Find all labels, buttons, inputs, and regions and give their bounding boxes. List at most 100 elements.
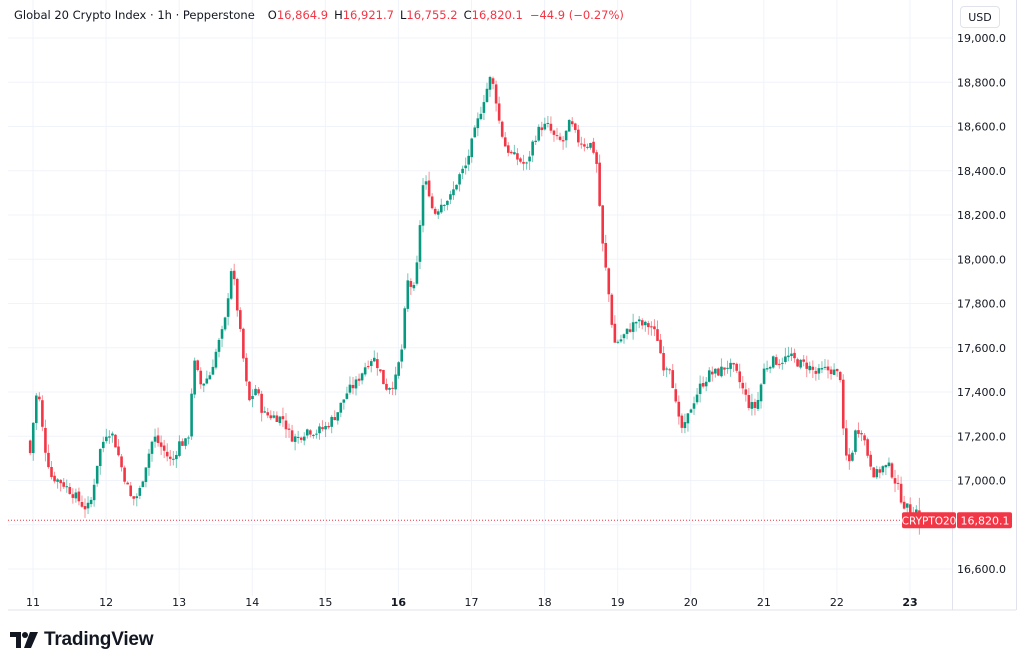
candle <box>738 363 742 389</box>
high-label: H <box>334 8 343 22</box>
price-tick-label: 18,000.0 <box>957 253 1006 266</box>
candle <box>175 450 178 468</box>
candle <box>525 161 528 170</box>
candle <box>564 130 568 148</box>
candle <box>506 142 510 157</box>
candle <box>802 355 805 367</box>
price-tick-label: 18,600.0 <box>957 121 1006 134</box>
candle <box>656 320 659 342</box>
candle <box>363 362 367 377</box>
candle <box>790 347 793 361</box>
tradingview-logo-icon <box>10 632 38 648</box>
candle <box>31 422 35 461</box>
candle <box>513 144 516 155</box>
candle <box>226 293 230 326</box>
time-tick-label: 17 <box>465 596 479 609</box>
candle <box>479 106 483 121</box>
candle <box>108 430 111 444</box>
candle <box>516 148 519 166</box>
candle <box>248 380 251 402</box>
candle <box>111 431 114 443</box>
candle <box>318 423 321 440</box>
candle <box>765 360 769 372</box>
candle <box>129 481 132 497</box>
candle <box>491 76 495 90</box>
time-axis[interactable]: 11 12 13 14 15 16 17 18 19 20 21 22 23 <box>26 596 918 609</box>
candle <box>583 138 586 152</box>
candle <box>214 348 218 370</box>
symbol-legend: Global 20 Crypto Index · 1h · Pepperston… <box>14 8 624 22</box>
candle <box>302 432 306 446</box>
candle <box>610 292 614 328</box>
candle <box>217 337 221 358</box>
time-tick-label: 20 <box>684 596 698 609</box>
candle <box>811 360 815 379</box>
candle <box>570 117 574 127</box>
candle <box>497 96 501 124</box>
candle <box>598 154 601 207</box>
candle <box>290 424 294 443</box>
candle <box>397 361 400 379</box>
candle <box>296 430 300 444</box>
candle <box>83 498 87 518</box>
price-tick-label: 18,200.0 <box>957 209 1006 222</box>
candle <box>805 355 809 378</box>
candle <box>80 495 84 508</box>
price-tick-label: 18,800.0 <box>957 76 1006 89</box>
candle <box>628 323 632 333</box>
candle <box>293 433 297 451</box>
candle <box>692 396 696 415</box>
candle <box>284 413 288 439</box>
candle <box>436 208 440 220</box>
candle <box>884 464 888 476</box>
time-tick-label: 14 <box>245 596 259 609</box>
candle <box>625 328 629 340</box>
candle <box>573 122 577 133</box>
candle <box>482 94 486 121</box>
candle <box>382 369 385 385</box>
candle <box>199 367 203 389</box>
candle <box>275 411 279 423</box>
close-label: C <box>463 8 472 22</box>
price-axis[interactable]: 19,000.0 18,800.0 18,600.0 18,400.0 18,200.0… <box>957 32 1006 576</box>
candle <box>272 411 276 419</box>
candle <box>439 198 443 214</box>
candle <box>580 136 583 149</box>
candle <box>354 376 358 396</box>
candle <box>796 357 799 367</box>
candle <box>589 142 592 150</box>
tradingview-logo[interactable]: TradingView <box>10 629 154 651</box>
candle <box>71 488 75 504</box>
candle <box>668 367 671 375</box>
price-tick-label: 17,400.0 <box>957 386 1006 399</box>
candle <box>634 321 638 332</box>
candle <box>162 439 166 459</box>
candle <box>753 398 757 416</box>
candle <box>86 496 90 515</box>
candle <box>430 193 434 210</box>
candle <box>857 422 860 438</box>
candle <box>263 406 266 414</box>
candle <box>500 120 504 139</box>
candle <box>34 393 38 430</box>
candle <box>793 348 796 363</box>
candle <box>232 263 236 286</box>
time-tick-label: 21 <box>757 596 771 609</box>
candle <box>211 359 215 375</box>
candle <box>750 393 754 416</box>
last-price-label[interactable]: CRYPTO20 16,820.1 <box>902 512 1012 529</box>
candle <box>41 395 44 432</box>
candle <box>799 358 802 370</box>
currency-button[interactable]: USD <box>960 6 1000 28</box>
candle <box>299 436 303 443</box>
price-tick-label: 18,400.0 <box>957 165 1006 178</box>
candle <box>528 150 531 170</box>
candle <box>662 346 665 376</box>
candle <box>452 181 455 200</box>
candle <box>470 137 474 163</box>
symbol-title[interactable]: Global 20 Crypto Index · 1h · Pepperston… <box>14 8 255 22</box>
candle <box>896 474 900 490</box>
candle <box>254 384 257 396</box>
